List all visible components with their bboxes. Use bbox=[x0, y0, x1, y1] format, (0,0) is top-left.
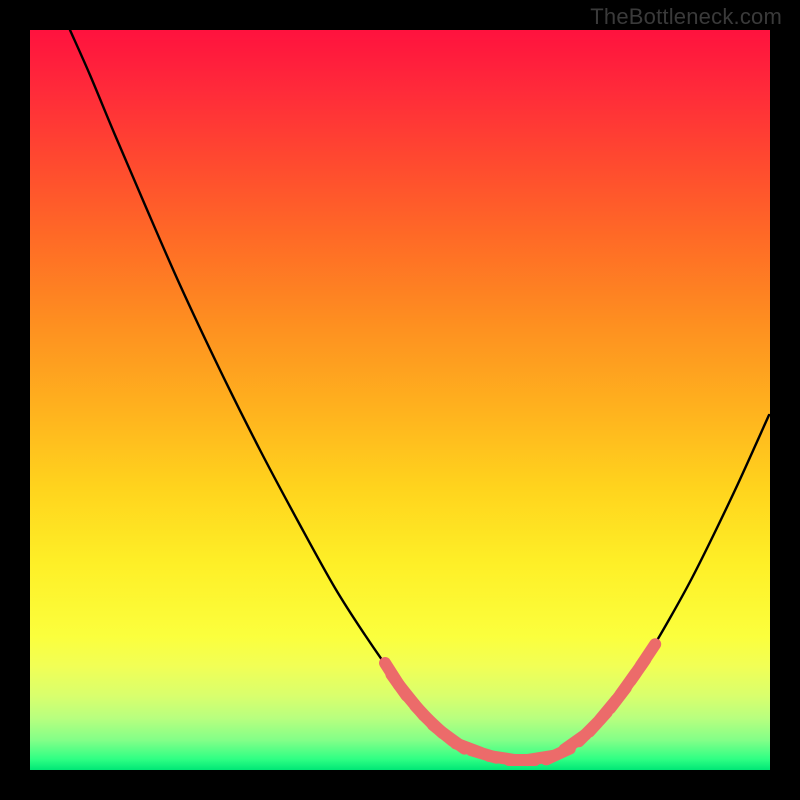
plot-svg bbox=[30, 30, 770, 770]
gradient-background bbox=[30, 30, 770, 770]
plot-area bbox=[30, 30, 770, 770]
chart-frame: TheBottleneck.com bbox=[0, 0, 800, 800]
watermark-text: TheBottleneck.com bbox=[590, 4, 782, 30]
